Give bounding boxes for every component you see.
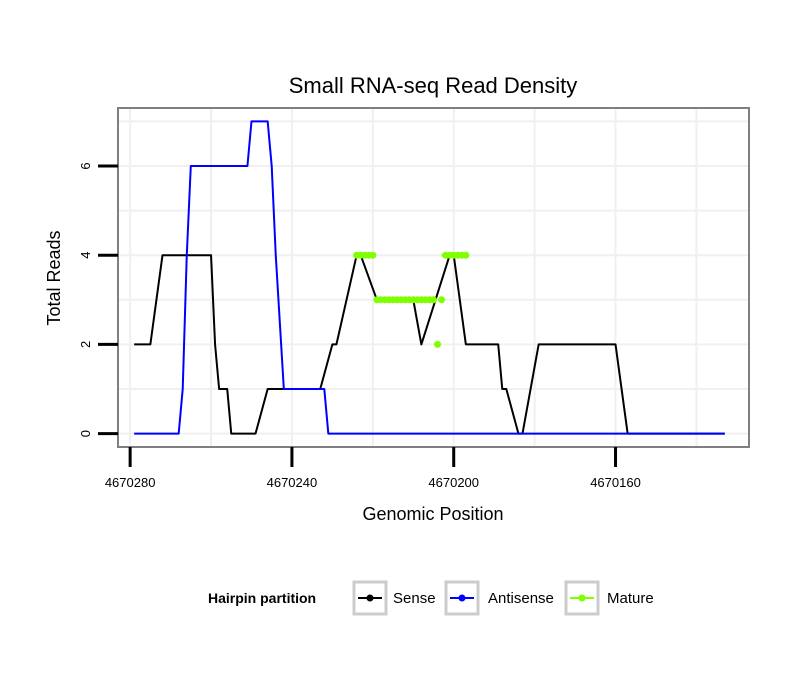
- x-tick-label: 4670160: [590, 475, 641, 490]
- legend-item-antisense: Antisense: [444, 580, 554, 616]
- y-axis-label: Total Reads: [44, 230, 64, 325]
- plot-panel: [118, 108, 749, 447]
- legend-title: Hairpin partition: [208, 590, 316, 606]
- legend-label: Mature: [607, 590, 654, 607]
- legend-key-point: [458, 594, 466, 602]
- panel-background: [118, 108, 749, 447]
- legend-key-point: [578, 594, 586, 602]
- series-layer: [134, 120, 725, 435]
- x-tick-label: 4670240: [267, 475, 318, 490]
- axes: 0 2 4 6 4670280 4670240 4670200 4670160: [78, 107, 750, 490]
- series-antisense: [134, 120, 725, 435]
- x-axis-label: Genomic Position: [362, 504, 503, 524]
- x-tick-label: 4670200: [428, 475, 479, 490]
- data-point-mature: [369, 251, 377, 259]
- y-tick-label: 2: [78, 341, 93, 348]
- x-tick-label: 4670280: [105, 475, 156, 490]
- legend-item-sense: Sense: [352, 580, 436, 616]
- data-point-mature: [438, 296, 446, 304]
- legend-key-point: [366, 594, 374, 602]
- data-point-mature: [462, 251, 470, 259]
- y-tick-label: 0: [78, 430, 93, 437]
- y-tick-label: 4: [78, 252, 93, 259]
- data-point-mature: [434, 340, 442, 348]
- legend-label: Antisense: [488, 590, 554, 607]
- legend-item-mature: Mature: [564, 580, 654, 616]
- series-line-antisense: [134, 120, 725, 435]
- grid-lines: [118, 108, 749, 447]
- panel-border: [117, 107, 750, 448]
- y-tick-label: 6: [78, 162, 93, 169]
- legend-label: Sense: [393, 590, 436, 607]
- chart-title: Small RNA-seq Read Density: [289, 73, 578, 98]
- data-point-mature: [430, 296, 437, 304]
- series-mature: [353, 251, 470, 348]
- legend: Hairpin partition Sense Antisense Mature: [208, 580, 654, 616]
